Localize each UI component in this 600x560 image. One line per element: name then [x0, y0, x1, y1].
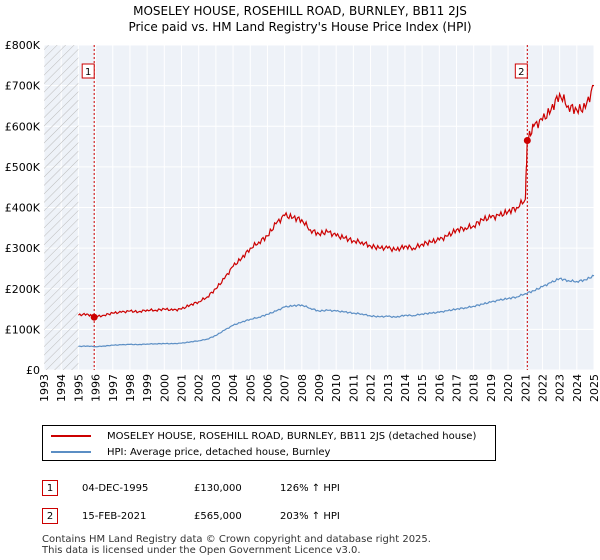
- sale-number-badge: 1: [42, 480, 58, 496]
- y-tick-label: £300K: [5, 242, 41, 255]
- hpi-series-line: [78, 274, 595, 348]
- x-tick-label: 2005: [244, 374, 257, 402]
- x-tick-label: 1999: [141, 374, 154, 402]
- y-tick-label: £700K: [5, 80, 41, 93]
- sale-point: [523, 136, 531, 144]
- x-tick-label: 2018: [468, 374, 481, 402]
- x-tick-label: 1993: [38, 374, 51, 402]
- legend: MOSELEY HOUSE, ROSEHILL ROAD, BURNLEY, B…: [42, 425, 496, 461]
- y-tick-label: £200K: [5, 283, 41, 296]
- x-tick-label: 2023: [554, 374, 567, 402]
- sale-row: 2 15-FEB-2021 £565,000 203% ↑ HPI: [42, 506, 372, 526]
- chart-title: MOSELEY HOUSE, ROSEHILL ROAD, BURNLEY, B…: [133, 4, 467, 18]
- legend-item-property: MOSELEY HOUSE, ROSEHILL ROAD, BURNLEY, B…: [51, 429, 476, 443]
- x-tick-label: 2024: [571, 374, 584, 402]
- x-tick-label: 2006: [261, 374, 274, 402]
- chart-subtitle: Price paid vs. HM Land Registry's House …: [128, 20, 472, 34]
- legend-swatch-property: [51, 435, 91, 437]
- x-tick-label: 2002: [193, 374, 206, 402]
- legend-swatch-hpi: [51, 451, 91, 453]
- legend-label-hpi: HPI: Average price, detached house, Burn…: [107, 446, 331, 458]
- legend-label-property: MOSELEY HOUSE, ROSEHILL ROAD, BURNLEY, B…: [107, 430, 477, 442]
- y-tick-label: £100K: [5, 323, 41, 336]
- y-tick-label: £600K: [5, 120, 41, 133]
- sale-label-box: [514, 63, 528, 79]
- sale-date: 04-DEC-1995: [82, 482, 149, 494]
- property-series-line: [78, 84, 595, 319]
- x-tick-label: 2008: [296, 374, 309, 402]
- x-tick-label: 2001: [176, 374, 189, 402]
- footer-attribution: Contains HM Land Registry data © Crown c…: [42, 534, 431, 556]
- x-tick-label: 1998: [124, 374, 137, 402]
- footer-line-2: This data is licensed under the Open Gov…: [42, 545, 361, 556]
- sale-label: 1: [85, 67, 91, 78]
- hatched-region: [44, 45, 79, 370]
- y-tick-label: £0: [26, 364, 40, 377]
- sale-label: 2: [518, 67, 524, 78]
- x-tick-label: 1995: [72, 374, 85, 402]
- sale-label-box: [81, 63, 95, 79]
- y-tick-label: £500K: [5, 161, 41, 174]
- x-tick-label: 2021: [519, 374, 532, 402]
- x-tick-label: 2016: [433, 374, 446, 402]
- sale-price: £565,000: [194, 510, 242, 522]
- price-chart: 1 2 £0 £100K £200K £300K £400K £500K £600K £700K…: [5, 39, 600, 402]
- legend-item-hpi: HPI: Average price, detached house, Burn…: [51, 445, 330, 459]
- sale-date: 15-FEB-2021: [82, 510, 147, 522]
- y-tick-label: £400K: [5, 202, 41, 215]
- x-tick-label: 2009: [313, 374, 326, 402]
- sale-point: [90, 313, 98, 321]
- x-tick-label: 2014: [399, 374, 412, 402]
- footer-line-1: Contains HM Land Registry data © Crown c…: [42, 534, 431, 545]
- x-tick-label: 2013: [382, 374, 395, 402]
- x-tick-label: 2022: [536, 374, 549, 402]
- x-tick-label: 2003: [210, 374, 223, 402]
- x-tick-label: 2015: [416, 374, 429, 402]
- x-tick-label: 2000: [158, 374, 171, 402]
- sale-row: 1 04-DEC-1995 £130,000 126% ↑ HPI: [42, 478, 372, 498]
- x-tick-label: 2011: [347, 374, 360, 402]
- x-tick-label: 2025: [588, 374, 600, 402]
- y-tick-label: £800K: [5, 39, 41, 52]
- x-tick-label: 2017: [451, 374, 464, 402]
- x-tick-label: 2019: [485, 374, 498, 402]
- x-tick-label: 2012: [365, 374, 378, 402]
- x-tick-label: 2007: [279, 374, 292, 402]
- x-tick-label: 1997: [107, 374, 120, 402]
- x-tick-label: 1994: [55, 374, 68, 402]
- sale-number-badge: 2: [42, 508, 58, 524]
- sale-hpi-change: 203% ↑ HPI: [280, 510, 340, 522]
- x-tick-label: 1996: [90, 374, 103, 402]
- x-tick-label: 2020: [502, 374, 515, 402]
- x-tick-label: 2010: [330, 374, 343, 402]
- sale-hpi-change: 126% ↑ HPI: [280, 482, 340, 494]
- sale-price: £130,000: [194, 482, 242, 494]
- x-tick-label: 2004: [227, 374, 240, 402]
